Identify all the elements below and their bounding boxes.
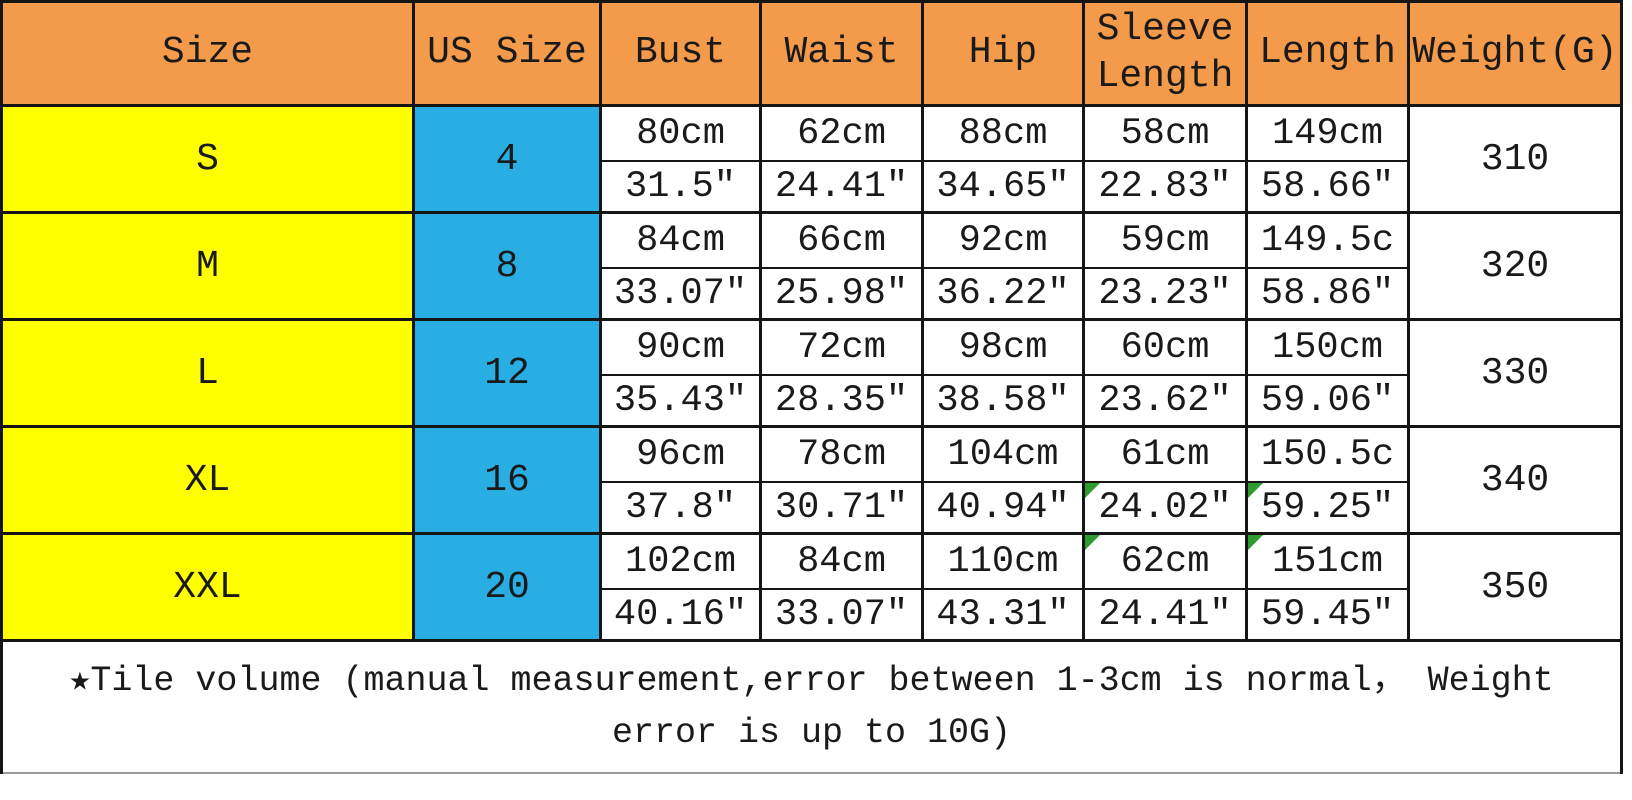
measure-cell-inch: 58.66″ bbox=[1245, 160, 1410, 214]
measure-cell-cm: 62cm bbox=[759, 104, 924, 162]
measure-cell-cm: 84cm bbox=[599, 211, 762, 269]
weight-cell: 340 bbox=[1407, 425, 1623, 535]
us-size-cell: 12 bbox=[412, 318, 602, 428]
measure-cell-inch: 31.5″ bbox=[599, 160, 762, 214]
measure-cell-cm: 150cm bbox=[1245, 318, 1410, 376]
measure-cell-cm: 80cm bbox=[599, 104, 762, 162]
col-header-hip: Hip bbox=[921, 0, 1085, 107]
measure-cell-inch: 59.45″ bbox=[1245, 588, 1410, 642]
measure-cell-cm: 150.5c bbox=[1245, 425, 1410, 483]
table-row: L 12 90cm 72cm 98cm 60cm 150cm 330 bbox=[0, 318, 1623, 428]
table-row: M 8 84cm 66cm 92cm 59cm 149.5c 320 bbox=[0, 211, 1623, 321]
size-chart-table: Size US Size Bust Waist Hip Sleeve Lengt… bbox=[0, 0, 1623, 774]
table-row: 33.07″ 25.98″ 36.22″ 23.23″ 58.86″ bbox=[2, 267, 1622, 321]
table-row: XXL 20 102cm 84cm 110cm 62cm 151cm 350 bbox=[0, 532, 1623, 642]
measure-cell-cm: 61cm bbox=[1082, 425, 1248, 483]
measure-cell-cm: 84cm bbox=[759, 532, 924, 590]
measure-cell-cm: 62cm bbox=[1082, 532, 1248, 590]
us-size-cell: 20 bbox=[412, 532, 602, 642]
measure-cell-cm: 104cm bbox=[921, 425, 1085, 483]
measure-cell-cm: 88cm bbox=[921, 104, 1085, 162]
table-row: S 4 80cm 62cm 88cm 58cm 149cm 310 bbox=[0, 104, 1623, 214]
size-cell: XXL bbox=[0, 532, 415, 642]
col-header-weight: Weight(G) bbox=[1407, 0, 1623, 107]
note-line-2: error is up to 10G) bbox=[611, 713, 1012, 753]
table-row: 31.5″ 24.41″ 34.65″ 22.83″ 58.66″ bbox=[2, 160, 1622, 214]
note-line-1: ★Tile volume (manual measurement,error b… bbox=[69, 661, 1554, 701]
measure-cell-inch: 36.22″ bbox=[921, 267, 1085, 321]
measure-cell-cm: 58cm bbox=[1082, 104, 1248, 162]
measure-cell-inch: 24.02″ bbox=[1082, 481, 1248, 535]
measure-cell-inch: 34.65″ bbox=[921, 160, 1085, 214]
weight-cell: 310 bbox=[1407, 104, 1623, 214]
us-size-cell: 8 bbox=[412, 211, 602, 321]
table-row: XL 16 96cm 78cm 104cm 61cm 150.5c 340 bbox=[0, 425, 1623, 535]
weight-cell: 350 bbox=[1407, 532, 1623, 642]
measure-cell-cm: 72cm bbox=[759, 318, 924, 376]
size-cell: XL bbox=[0, 425, 415, 535]
measure-cell-inch: 40.16″ bbox=[599, 588, 762, 642]
us-size-cell: 16 bbox=[412, 425, 602, 535]
measure-cell-inch: 24.41″ bbox=[1082, 588, 1248, 642]
measure-cell-cm: 92cm bbox=[921, 211, 1085, 269]
table-body: S 4 80cm 62cm 88cm 58cm 149cm 310 31.5″ 24.41″ 34.… bbox=[0, 104, 1623, 642]
measure-cell-cm: 59cm bbox=[1082, 211, 1248, 269]
measure-cell-inch: 35.43″ bbox=[599, 374, 762, 428]
measure-cell-inch: 38.58″ bbox=[921, 374, 1085, 428]
col-header-sleeve-length: Sleeve Length bbox=[1082, 0, 1248, 107]
measure-cell-inch: 33.07″ bbox=[759, 588, 924, 642]
table-row: 35.43″ 28.35″ 38.58″ 23.62″ 59.06″ bbox=[2, 374, 1622, 428]
measure-cell-cm: 102cm bbox=[599, 532, 762, 590]
table-row: 37.8″ 30.71″ 40.94″ 24.02″ 59.25″ bbox=[2, 481, 1622, 535]
weight-cell: 320 bbox=[1407, 211, 1623, 321]
measure-cell-cm: 149cm bbox=[1245, 104, 1410, 162]
measure-cell-inch: 58.86″ bbox=[1245, 267, 1410, 321]
measure-cell-cm: 149.5c bbox=[1245, 211, 1410, 269]
size-cell: L bbox=[0, 318, 415, 428]
col-header-length: Length bbox=[1245, 0, 1410, 107]
measure-cell-inch: 40.94″ bbox=[921, 481, 1085, 535]
measure-cell-inch: 25.98″ bbox=[759, 267, 924, 321]
measure-cell-cm: 98cm bbox=[921, 318, 1085, 376]
measure-cell-cm: 66cm bbox=[759, 211, 924, 269]
us-size-cell: 4 bbox=[412, 104, 602, 214]
measure-cell-inch: 30.71″ bbox=[759, 481, 924, 535]
measure-cell-inch: 28.35″ bbox=[759, 374, 924, 428]
measure-cell-inch: 59.25″ bbox=[1245, 481, 1410, 535]
measure-cell-cm: 78cm bbox=[759, 425, 924, 483]
measure-cell-inch: 23.62″ bbox=[1082, 374, 1248, 428]
measure-cell-inch: 33.07″ bbox=[599, 267, 762, 321]
col-header-size: Size bbox=[0, 0, 415, 107]
size-cell: S bbox=[0, 104, 415, 214]
note-row: ★Tile volume (manual measurement,error b… bbox=[0, 639, 1623, 774]
col-header-us-size: US Size bbox=[412, 0, 602, 107]
measure-cell-inch: 37.8″ bbox=[599, 481, 762, 535]
measure-cell-cm: 151cm bbox=[1245, 532, 1410, 590]
col-header-waist: Waist bbox=[759, 0, 924, 107]
measure-cell-inch: 23.23″ bbox=[1082, 267, 1248, 321]
header-row: Size US Size Bust Waist Hip Sleeve Lengt… bbox=[0, 0, 1623, 107]
measure-cell-cm: 96cm bbox=[599, 425, 762, 483]
measure-cell-inch: 59.06″ bbox=[1245, 374, 1410, 428]
measure-cell-cm: 110cm bbox=[921, 532, 1085, 590]
measure-cell-cm: 60cm bbox=[1082, 318, 1248, 376]
note-cell: ★Tile volume (manual measurement,error b… bbox=[0, 639, 1623, 774]
measure-cell-inch: 24.41″ bbox=[759, 160, 924, 214]
measure-cell-inch: 43.31″ bbox=[921, 588, 1085, 642]
size-cell: M bbox=[0, 211, 415, 321]
measure-cell-inch: 22.83″ bbox=[1082, 160, 1248, 214]
table-row: 40.16″ 33.07″ 43.31″ 24.41″ 59.45″ bbox=[2, 588, 1622, 642]
weight-cell: 330 bbox=[1407, 318, 1623, 428]
measure-cell-cm: 90cm bbox=[599, 318, 762, 376]
col-header-bust: Bust bbox=[599, 0, 762, 107]
